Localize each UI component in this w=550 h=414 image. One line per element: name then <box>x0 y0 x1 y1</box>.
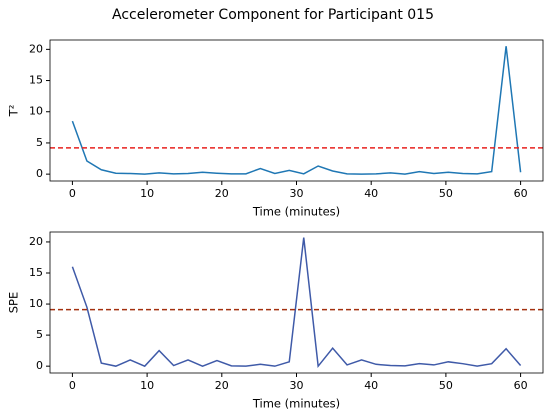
x-tick-label: 20 <box>215 379 229 392</box>
axes-frame <box>49 39 544 182</box>
y-axis-label: T² <box>7 105 21 118</box>
x-tick-label: 20 <box>215 187 229 200</box>
y-axis-label: SPE <box>7 292 21 314</box>
data-line <box>71 46 522 175</box>
x-tick-label: 50 <box>439 379 453 392</box>
x-tick-label: 60 <box>514 379 528 392</box>
x-tick-label: 60 <box>514 187 528 200</box>
x-tick-label: 50 <box>439 187 453 200</box>
y-tick-label: 10 <box>29 105 43 118</box>
y-tick-label: 10 <box>29 297 43 310</box>
y-tick-label: 20 <box>29 235 43 248</box>
data-line <box>71 237 522 369</box>
x-tick-label: 10 <box>140 187 154 200</box>
x-axis-label: Time (minutes) <box>252 397 340 411</box>
y-tick-label: 0 <box>36 167 43 180</box>
axes-frame <box>49 231 544 374</box>
x-tick-label: 40 <box>364 187 378 200</box>
y-tick-label: 0 <box>36 359 43 372</box>
y-tick-label: 20 <box>29 42 43 55</box>
x-tick-label: 40 <box>364 379 378 392</box>
y-tick-label: 15 <box>29 266 43 279</box>
y-tick-label: 15 <box>29 74 43 87</box>
figure-title: Accelerometer Component for Participant … <box>112 7 434 23</box>
x-tick-label: 30 <box>290 187 304 200</box>
x-tick-label: 30 <box>290 379 304 392</box>
x-tick-label: 10 <box>140 379 154 392</box>
x-tick-label: 0 <box>69 187 76 200</box>
x-tick-label: 0 <box>69 379 76 392</box>
y-tick-label: 5 <box>36 328 43 341</box>
y-tick-label: 5 <box>36 136 43 149</box>
x-axis-label: Time (minutes) <box>252 205 340 219</box>
